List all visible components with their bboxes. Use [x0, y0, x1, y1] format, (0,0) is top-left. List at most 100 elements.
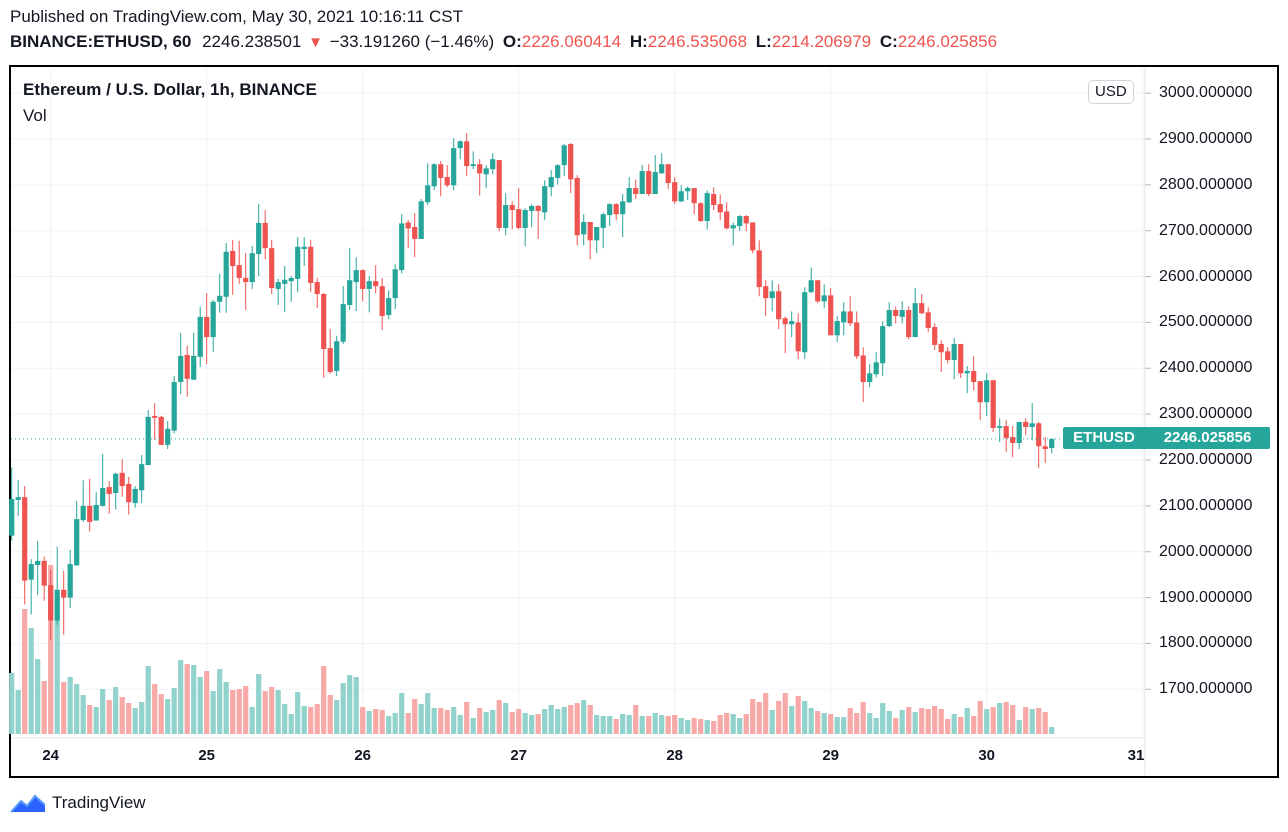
- candle-body: [665, 164, 671, 184]
- volume-bar: [269, 687, 275, 734]
- candle: [93, 492, 99, 521]
- candle-body: [561, 145, 567, 166]
- candle-body: [314, 282, 320, 294]
- candle-body: [399, 223, 405, 271]
- candle-body: [269, 248, 275, 289]
- candle: [828, 288, 834, 336]
- candle-body: [464, 141, 470, 167]
- volume-bar: [74, 684, 80, 734]
- candle: [243, 253, 249, 311]
- volume-bar: [28, 628, 34, 734]
- candle: [113, 472, 119, 510]
- candle-body: [210, 301, 216, 338]
- price-tick-label: 2900.000000: [1159, 129, 1253, 147]
- volume-bar: [756, 702, 762, 734]
- candle: [308, 239, 314, 293]
- volume-bar: [581, 700, 587, 734]
- candle: [795, 313, 801, 360]
- candle: [789, 311, 795, 338]
- candle-body: [730, 225, 736, 229]
- volume-bar: [847, 708, 853, 734]
- candle-body: [262, 222, 268, 249]
- candle: [815, 280, 821, 304]
- candle: [431, 163, 437, 191]
- tradingview-brand[interactable]: TradingView: [10, 793, 146, 813]
- candle-body: [113, 473, 119, 494]
- volume-bar: [652, 713, 658, 734]
- volume-bar: [509, 712, 515, 734]
- candle: [503, 193, 509, 236]
- candle: [659, 153, 665, 174]
- volume-bar: [977, 701, 983, 734]
- candle: [1042, 437, 1048, 464]
- volume-bar: [334, 700, 340, 734]
- volume-bar: [685, 720, 691, 734]
- candle: [100, 454, 106, 507]
- candle: [490, 153, 496, 175]
- candle: [457, 140, 463, 160]
- candle: [691, 188, 697, 215]
- volume-bar: [438, 708, 444, 734]
- candle-body: [353, 270, 359, 283]
- candle: [1049, 438, 1055, 454]
- candle: [87, 478, 93, 532]
- volume-bar: [464, 702, 470, 734]
- volume-bar: [1042, 712, 1048, 734]
- price-tick-label: 1900.000000: [1159, 588, 1253, 606]
- volume-bar: [262, 691, 268, 734]
- candle: [470, 151, 476, 170]
- candle: [821, 284, 827, 309]
- candle-body: [594, 227, 600, 241]
- candle-body: [204, 316, 210, 338]
- candle-body: [444, 177, 450, 186]
- volume-bar: [594, 715, 600, 734]
- volume-bar: [93, 707, 99, 734]
- candle-body: [516, 209, 522, 228]
- candle-body: [873, 362, 879, 375]
- volume-bar: [1023, 707, 1029, 734]
- volume-bar: [698, 719, 704, 734]
- candle-body: [243, 277, 249, 283]
- candle: [9, 467, 15, 541]
- candle-body: [971, 371, 977, 383]
- candle: [373, 265, 379, 294]
- volume-bar: [386, 716, 392, 734]
- volume-bar: [145, 666, 151, 734]
- candle: [945, 347, 951, 364]
- candle: [607, 203, 613, 227]
- candle-body: [743, 216, 749, 224]
- candle: [932, 323, 938, 350]
- candle-body: [236, 265, 242, 278]
- candle: [977, 381, 983, 421]
- volume-bar: [990, 707, 996, 734]
- currency-button[interactable]: USD: [1088, 80, 1134, 104]
- candle-body: [841, 311, 847, 323]
- candle: [925, 307, 931, 333]
- volume-bar: [672, 715, 678, 734]
- symbol-info-line: BINANCE:ETHUSD, 60 2246.238501 ▼ −33.191…: [10, 32, 997, 52]
- low-label: L:: [755, 32, 772, 51]
- volume-bar: [353, 677, 359, 734]
- volume-bar: [633, 705, 639, 734]
- candle: [1016, 421, 1022, 449]
- low-value: 2214.206979: [771, 32, 872, 51]
- candle-body: [28, 564, 34, 580]
- current-price: 2246.238501: [202, 32, 302, 51]
- candle: [971, 356, 977, 391]
- candle: [646, 164, 652, 197]
- volume-bar: [126, 703, 132, 734]
- candle-body: [685, 188, 691, 192]
- price-tick-label: 2700.000000: [1159, 221, 1253, 239]
- candle-body: [249, 253, 255, 283]
- candle-body: [1016, 421, 1022, 444]
- volume-bar: [210, 691, 216, 734]
- volume-bar: [275, 690, 281, 734]
- volume-bar: [106, 700, 112, 734]
- candle-body: [191, 355, 197, 380]
- candle-body: [327, 348, 333, 372]
- last-price-label: 2246.025856: [1145, 427, 1270, 449]
- candle: [15, 480, 21, 516]
- candle-body: [555, 165, 561, 178]
- candle-body: [958, 343, 964, 374]
